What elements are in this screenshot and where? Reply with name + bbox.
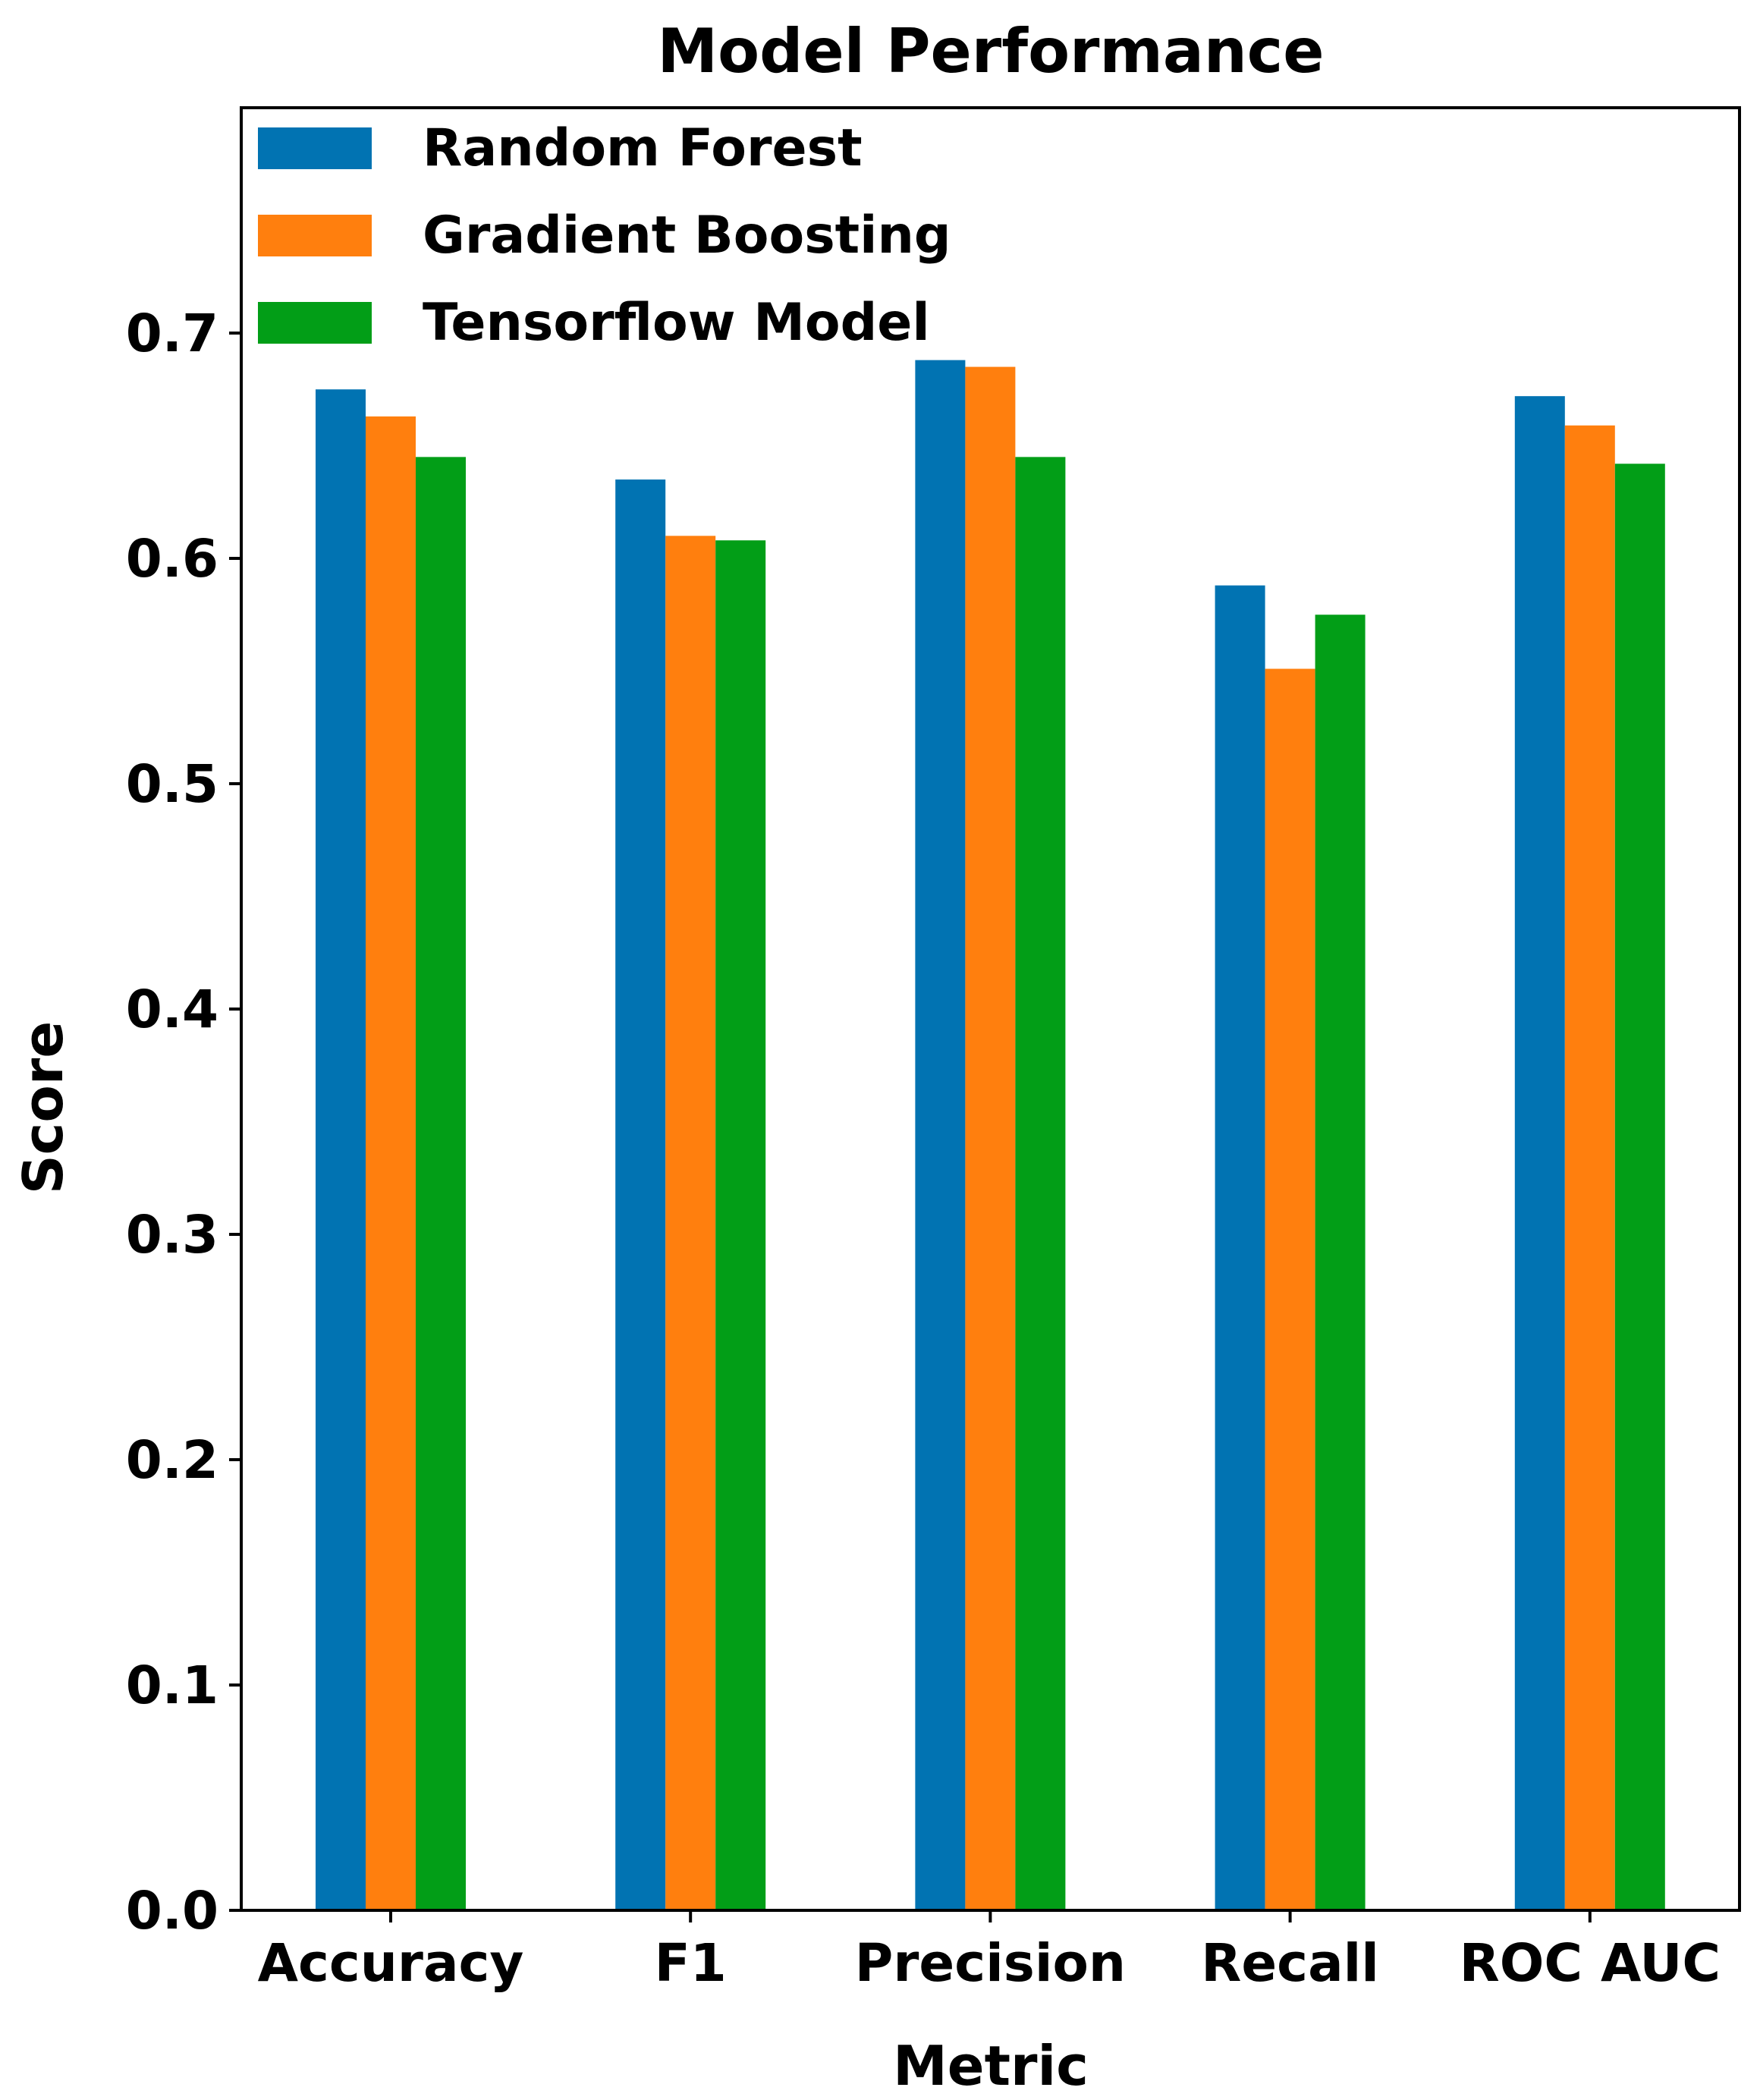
bar-random-forest-roc-auc	[1514, 396, 1565, 1911]
bar-gradient-boosting-recall	[1265, 668, 1315, 1910]
y-tick-label: 0.4	[126, 979, 218, 1040]
y-tick-label: 0.2	[126, 1430, 218, 1491]
legend-label: Gradient Boosting	[423, 206, 951, 266]
y-tick-label: 0.0	[126, 1881, 218, 1941]
legend-swatch-random-forest	[258, 127, 372, 169]
y-tick-label: 0.1	[126, 1655, 218, 1716]
bar-tensorflow-model-recall	[1315, 615, 1366, 1910]
x-axis-label: Metric	[893, 2034, 1089, 2098]
y-axis-label: Score	[11, 1021, 75, 1194]
plot-frame	[240, 106, 1741, 1912]
bar-tensorflow-model-accuracy	[416, 457, 466, 1910]
y-tick-label: 0.5	[126, 754, 218, 815]
legend: Random Forest Gradient Boosting Tensorflow…	[258, 118, 951, 353]
legend-swatch-gradient-boosting	[258, 215, 372, 256]
bar-random-forest-f1	[615, 479, 666, 1910]
x-tick-label: Recall	[1201, 1933, 1379, 1994]
bar-tensorflow-model-f1	[715, 540, 766, 1910]
legend-label: Tensorflow Model	[423, 293, 930, 353]
x-tick-label: Precision	[855, 1933, 1126, 1994]
x-tick-label: Accuracy	[258, 1933, 524, 1994]
x-tick-label: ROC AUC	[1460, 1933, 1721, 1994]
bar-gradient-boosting-f1	[665, 536, 716, 1910]
x-axis: Accuracy F1 Precision Recall ROC AUC	[258, 1910, 1721, 1994]
y-tick-label: 0.7	[126, 303, 218, 364]
legend-label: Random Forest	[423, 118, 863, 178]
x-tick-label: F1	[655, 1933, 727, 1994]
bar-gradient-boosting-accuracy	[366, 416, 416, 1910]
y-axis: 0.0 0.1 0.2 0.3 0.4 0.5 0.6 0.7	[126, 303, 241, 1941]
bar-random-forest-precision	[915, 360, 966, 1910]
bars-group	[316, 360, 1665, 1911]
legend-swatch-tensorflow-model	[258, 302, 372, 344]
y-tick-label: 0.3	[126, 1205, 218, 1265]
bar-tensorflow-model-roc-auc	[1614, 464, 1665, 1910]
bar-tensorflow-model-precision	[1015, 457, 1066, 1910]
bar-random-forest-accuracy	[316, 389, 366, 1910]
bar-gradient-boosting-precision	[965, 366, 1016, 1910]
chart-title: Model Performance	[658, 16, 1325, 86]
bar-random-forest-recall	[1215, 585, 1265, 1910]
bar-gradient-boosting-roc-auc	[1564, 425, 1615, 1910]
y-tick-label: 0.6	[126, 529, 218, 589]
